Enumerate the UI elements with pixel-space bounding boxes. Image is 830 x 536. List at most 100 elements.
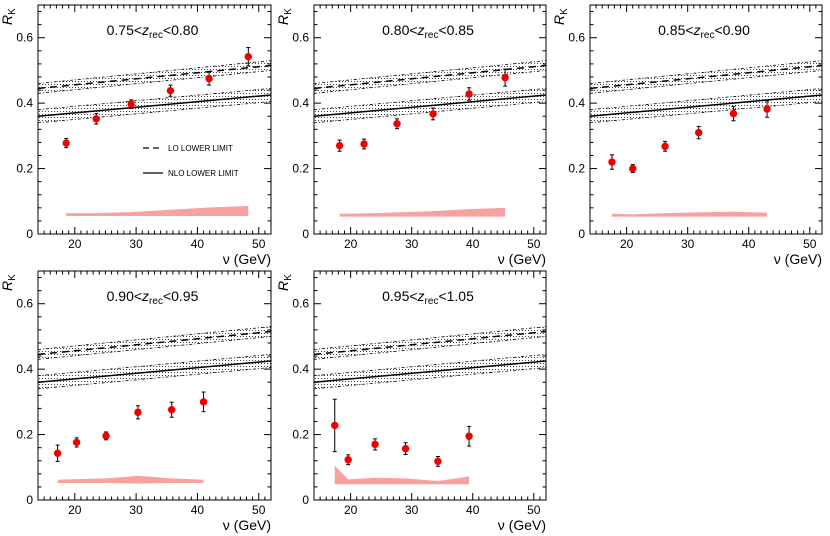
y-tick-label: 0.6 [16,31,33,45]
y-tick-label: 0.2 [16,428,33,442]
lo-band-fill [590,60,822,94]
y-tick-label: 0.2 [568,162,585,176]
lo-central-line [590,64,822,90]
data-point [629,164,637,173]
lo-band-upper-edge [590,60,822,84]
y-axis-label: RK [275,8,294,25]
y-axis-label: RK [551,8,570,25]
y-axis-label: RK [275,274,294,291]
data-point [694,128,703,137]
y-axis-label-sub: K [283,8,294,15]
systematic-band [339,207,506,217]
y-axis-label: RK [0,274,18,291]
data-point [199,398,208,406]
y-tick-label: 0.6 [292,297,309,311]
data-point [661,142,669,151]
y-axis-label-main: R [0,15,15,25]
data-point [53,449,62,457]
x-tick-label: 50 [252,237,266,251]
lo-band-upper-edge [38,326,271,350]
lo-central-line [38,64,271,90]
title-subscript: rec [149,30,163,41]
plot-area [590,60,822,217]
nlo-central-line [314,360,546,383]
data-point [465,432,473,440]
data-point [127,100,135,108]
y-axis-label-main: R [275,281,291,291]
x-axis-label: ν (GeV) [223,517,271,533]
y-axis-label-sub: K [283,274,294,281]
y-tick-label: 0 [26,227,33,241]
x-tick-label: 40 [191,503,205,517]
nlo-band-upper-edge [38,354,271,377]
title-symbol: z [417,288,425,304]
panel-title: 0.95<zrec<1.05 [382,288,474,307]
lo-central-line [314,64,546,90]
panel-title: 0.90<zrec<0.95 [107,288,199,307]
y-axis-label-sub: K [7,8,18,15]
title-lo: 0.75< [107,22,142,38]
title-hi: <1.05 [438,288,474,304]
nlo-band-upper-edge [590,88,822,111]
y-tick-label: 0.6 [568,31,585,45]
y-tick-label: 0.4 [16,362,33,376]
panel-title: 0.80<zrec<0.85 [382,22,474,41]
plot-area [314,326,546,485]
x-tick-label: 30 [405,237,419,251]
systematic-band [57,475,204,484]
data-point [401,444,410,453]
title-subscript: rec [425,296,439,307]
y-tick-label: 0.6 [16,297,33,311]
y-axis-label-main: R [551,15,567,25]
y-tick-label: 0.4 [568,96,585,110]
data-point [331,421,339,430]
x-tick-label: 40 [191,237,205,251]
plot-area [38,326,271,484]
x-tick-label: 20 [344,503,358,517]
title-symbol: z [693,22,701,38]
panel-title: 0.75<zrec<0.80 [107,22,199,41]
nlo-band-upper-edge [314,88,546,111]
legend-nlo-label: NLO LOWER LIMIT [168,169,239,178]
data-point [465,90,473,98]
data-point [92,115,100,123]
x-tick-label: 40 [466,503,480,517]
x-tick-label: 20 [68,237,82,251]
y-axis-label-sub: K [559,8,570,15]
lo-band-lower-edge [38,70,271,94]
data-point [429,110,437,118]
data-point [72,438,81,447]
systematic-band [334,465,470,485]
y-tick-label: 0 [578,227,585,241]
plot-area [314,60,546,217]
y-tick-label: 0 [26,493,33,507]
data-point [501,73,509,82]
nlo-central-line [38,94,271,117]
data-point [62,139,70,147]
title-hi: <0.95 [163,288,199,304]
data-point [166,87,175,95]
y-tick-label: 0.2 [292,162,309,176]
data-point [344,456,352,464]
y-axis-label-main: R [275,15,291,25]
nlo-central-line [38,360,271,383]
title-subscript: rec [701,30,715,41]
nlo-band-lower-edge [314,101,546,124]
data-point [729,109,738,118]
lo-band-lower-edge [314,70,546,94]
title-symbol: z [141,288,149,304]
data-point [608,158,616,166]
lo-band-upper-edge [314,326,546,350]
panel-title: 0.85<zrec<0.90 [658,22,750,41]
data-point [205,74,213,83]
nlo-central-line [314,94,546,117]
data-point [335,141,344,150]
title-hi: <0.85 [438,22,474,38]
x-axis-label: ν (GeV) [223,251,271,267]
title-hi: <0.90 [714,22,750,38]
